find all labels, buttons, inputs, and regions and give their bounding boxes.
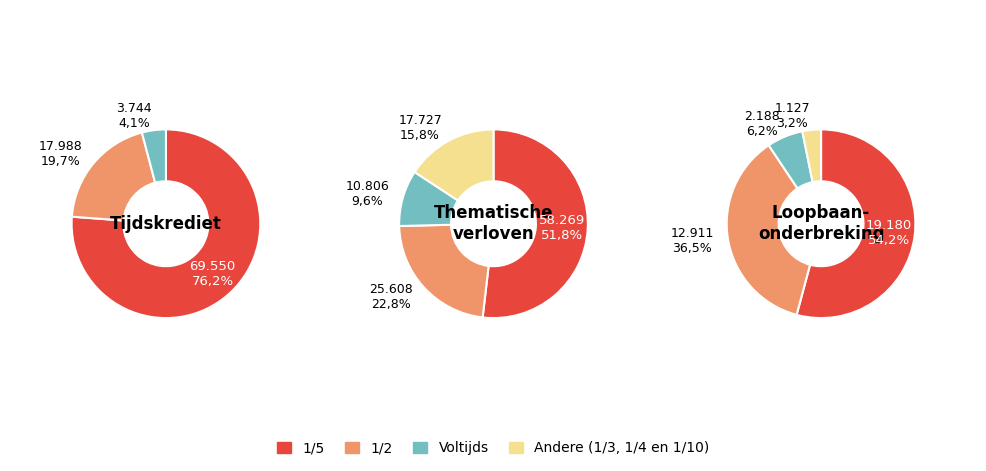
Text: Loopbaan-
onderbreking: Loopbaan- onderbreking: [757, 204, 883, 243]
Circle shape: [123, 181, 208, 266]
Text: 10.806
9,6%: 10.806 9,6%: [345, 180, 388, 208]
Wedge shape: [802, 130, 820, 182]
Text: 69.550
76,2%: 69.550 76,2%: [189, 260, 236, 288]
Wedge shape: [398, 225, 488, 317]
Text: 58.269
51,8%: 58.269 51,8%: [538, 214, 585, 242]
Circle shape: [778, 181, 863, 266]
Text: 1.127
3,2%: 1.127 3,2%: [774, 102, 810, 130]
Text: 12.911
36,5%: 12.911 36,5%: [669, 227, 713, 255]
Text: 17.727
15,8%: 17.727 15,8%: [397, 114, 442, 142]
Legend: 1/5, 1/2, Voltijds, Andere (1/3, 1/4 en 1/10): 1/5, 1/2, Voltijds, Andere (1/3, 1/4 en …: [273, 437, 713, 459]
Wedge shape: [768, 131, 811, 188]
Wedge shape: [72, 132, 155, 220]
Wedge shape: [142, 130, 166, 183]
Wedge shape: [72, 130, 260, 318]
Text: 19.180
54,2%: 19.180 54,2%: [865, 219, 911, 247]
Text: 3.744
4,1%: 3.744 4,1%: [116, 102, 152, 130]
Text: Tijdskrediet: Tijdskrediet: [109, 215, 222, 233]
Wedge shape: [414, 130, 493, 201]
Wedge shape: [398, 172, 458, 226]
Wedge shape: [482, 130, 588, 318]
Text: 25.608
22,8%: 25.608 22,8%: [369, 283, 413, 311]
Text: Thematische
verloven: Thematische verloven: [433, 204, 553, 243]
Wedge shape: [726, 145, 810, 315]
Text: 17.988
19,7%: 17.988 19,7%: [38, 140, 83, 168]
Wedge shape: [796, 130, 914, 318]
Text: 2.188
6,2%: 2.188 6,2%: [742, 110, 779, 138]
Circle shape: [451, 181, 535, 266]
